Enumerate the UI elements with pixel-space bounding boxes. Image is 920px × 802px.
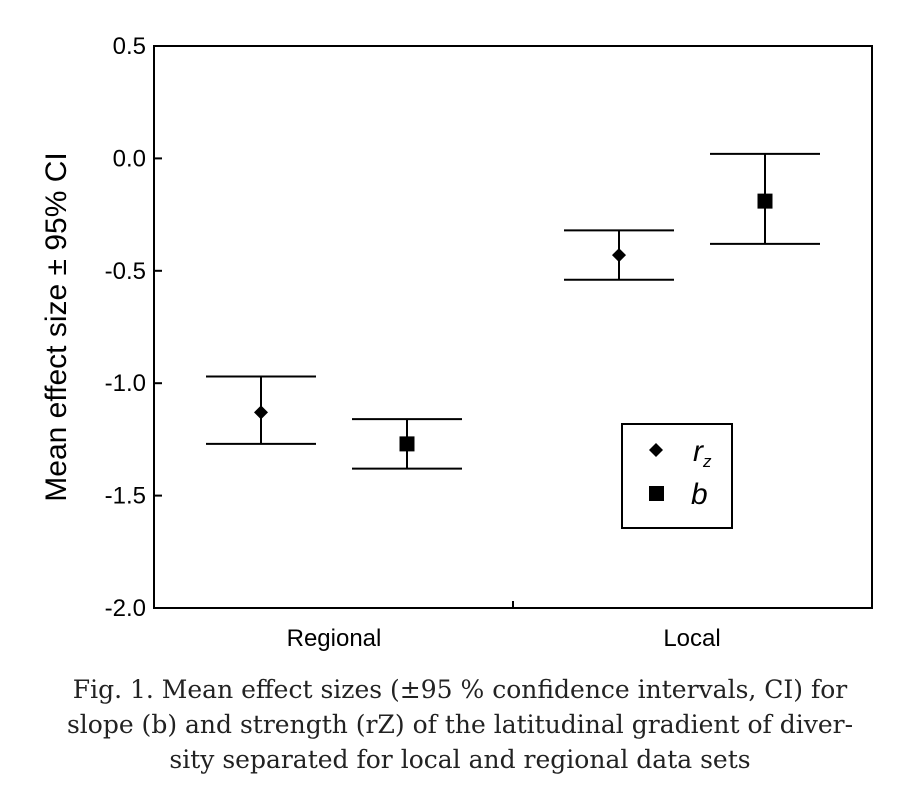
- caption-line-1: Fig. 1. Mean effect sizes (±95 % confide…: [72, 675, 848, 704]
- y-axis: 0.5 0.0 -0.5 -1.0 -1.5 -2.0: [105, 33, 162, 622]
- square-marker: [757, 193, 773, 209]
- y-axis-label: Mean effect size ± 95% CI: [40, 152, 73, 501]
- x-axis: Regional Local: [287, 601, 721, 652]
- y-tick-label: -2.0: [105, 595, 146, 622]
- legend-label-b: b: [691, 478, 708, 511]
- legend-square-marker: [649, 486, 664, 501]
- x-tick-label: Local: [663, 625, 720, 652]
- plot-frame: [153, 45, 873, 609]
- diamond-marker: [612, 248, 626, 263]
- caption-line-3: sity separated for local and regional da…: [169, 745, 751, 774]
- y-tick-label: -1.5: [105, 483, 146, 510]
- legend-diamond-marker: [649, 443, 663, 457]
- data-marks: [206, 152, 820, 470]
- legend-label-rz: rz: [693, 435, 712, 471]
- square-marker: [399, 436, 415, 452]
- y-tick-label: 0.5: [113, 33, 146, 60]
- legend-box: [621, 423, 733, 529]
- y-tick-label: 0.0: [113, 145, 146, 172]
- y-tick-label: -0.5: [105, 258, 146, 285]
- x-tick-label: Regional: [287, 625, 382, 652]
- diamond-marker: [254, 405, 268, 420]
- figure-caption: Fig. 1. Mean effect sizes (±95 % confide…: [20, 672, 900, 777]
- legend: rz b: [621, 423, 733, 529]
- error-bar-chart: 0.5 0.0 -0.5 -1.0 -1.5 -2.0 Regional Local Mea…: [40, 33, 873, 652]
- y-tick-label: -1.0: [105, 370, 146, 397]
- caption-line-2: slope (b) and strength (rZ) of the latit…: [66, 710, 854, 739]
